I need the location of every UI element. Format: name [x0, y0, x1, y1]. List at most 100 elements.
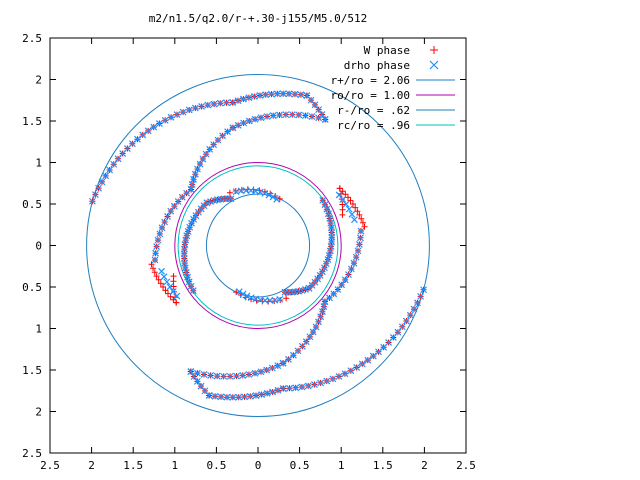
drho-phase-point	[235, 288, 243, 296]
drho-phase-point	[156, 230, 164, 238]
w-phase-point	[339, 201, 346, 208]
drho-phase-point	[286, 384, 293, 392]
drho-phase-point	[256, 92, 264, 99]
drho-phase-point	[279, 90, 287, 98]
drho-phase-point	[224, 128, 232, 136]
drho-phase-point	[183, 232, 191, 240]
drho-phase-point	[192, 212, 200, 220]
drho-phase-point	[91, 191, 99, 199]
y-tick-label: 1.5	[22, 364, 42, 377]
drho-phase-point	[273, 195, 281, 203]
drho-phase-point	[185, 106, 193, 114]
drho-phase-point	[95, 184, 102, 192]
drho-phase-point	[188, 180, 196, 188]
drho-phase-point	[398, 323, 406, 331]
circle-0	[86, 74, 430, 417]
x-tick-label: 1	[171, 459, 178, 472]
drho-phase-point	[420, 286, 427, 294]
drho-phase-point	[144, 127, 152, 135]
drho-phase-point	[295, 111, 303, 119]
drho-phase-point	[345, 205, 353, 213]
drho-phase-point	[200, 371, 208, 378]
w-phase-point	[170, 273, 177, 280]
drho-phase-point	[342, 200, 350, 208]
drho-phase-point	[187, 186, 195, 193]
drho-phase-point	[292, 384, 300, 392]
drho-phase-point	[351, 216, 358, 224]
w-phase-point	[358, 215, 365, 222]
w-phase-point	[361, 223, 368, 230]
drho-phase-point	[354, 247, 362, 255]
drho-phase-point	[110, 160, 118, 168]
drho-phase-point	[263, 389, 271, 397]
drho-phase-point	[106, 166, 114, 174]
drho-phase-point	[269, 112, 277, 120]
w-phase-point	[345, 194, 352, 201]
drho-phase-point	[211, 392, 219, 400]
drho-phase-point	[285, 90, 293, 98]
drho-phase-point	[251, 115, 259, 123]
drho-phase-point	[194, 165, 201, 173]
y-tick-label: 2	[35, 74, 42, 87]
drho-phase-point	[197, 382, 205, 390]
w-phase-point	[359, 219, 366, 226]
drho-phase-point	[216, 99, 224, 107]
drho-phase-point	[239, 290, 247, 298]
drho-phase-point	[158, 267, 165, 275]
drho-phase-point	[257, 114, 265, 122]
drho-phase-point	[229, 393, 237, 401]
drho-phase-point	[139, 131, 147, 139]
drho-phase-point	[297, 91, 305, 99]
drho-phase-point	[179, 108, 187, 116]
x-tick-label: 2.5	[40, 459, 60, 472]
w-phase-point	[356, 211, 363, 218]
drho-phase-point	[269, 388, 277, 396]
x-tick-label: 1	[338, 459, 345, 472]
drho-phase-point	[341, 276, 349, 284]
w-phase-point	[170, 283, 177, 290]
drho-phase-point	[198, 103, 206, 110]
drho-phase-point	[227, 195, 235, 203]
drho-phase-point	[321, 116, 329, 123]
chart-title: m2/n1.5/q2.0/r-+.30-j155/M5.0/512	[149, 12, 368, 25]
legend-label: drho phase	[344, 59, 410, 72]
x-tick-label: 2	[421, 459, 428, 472]
legend-label: r-/ro = .62	[337, 104, 410, 117]
drho-phase-point	[298, 383, 306, 391]
w-phase-point	[352, 204, 359, 211]
drho-phase-point	[193, 369, 201, 377]
drho-phase-point	[223, 393, 231, 401]
drho-phase-point	[325, 251, 333, 259]
drho-phase-point	[358, 360, 366, 368]
drho-phase-point	[301, 112, 309, 119]
drho-phase-point	[281, 288, 289, 296]
w-phase-point	[173, 299, 180, 306]
drho-phase-point	[375, 348, 382, 356]
drho-phase-point	[261, 189, 269, 197]
drho-phase-point	[339, 195, 347, 203]
drho-phase-point	[274, 362, 282, 370]
drho-phase-point	[335, 372, 343, 380]
drho-phase-point	[288, 111, 296, 119]
drho-phase-point	[406, 311, 414, 319]
drho-phase-point	[220, 372, 228, 380]
drho-phase-point	[161, 116, 169, 124]
w-phase-point	[150, 265, 157, 272]
w-phase-point	[354, 208, 361, 215]
drho-phase-point	[243, 292, 251, 300]
drho-phase-point	[160, 273, 168, 281]
drho-phase-point	[282, 111, 290, 119]
drho-phase-point	[276, 111, 283, 119]
w-phase-point	[339, 206, 346, 213]
drho-phase-point	[341, 370, 349, 378]
drho-phase-point	[263, 366, 271, 374]
drho-phase-point	[311, 101, 319, 109]
drho-phase-point	[317, 379, 325, 387]
drho-phase-point	[369, 352, 377, 360]
drho-phase-point	[265, 191, 273, 199]
drho-phase-point	[245, 117, 253, 125]
drho-phase-point	[315, 318, 322, 326]
w-phase-point	[148, 261, 155, 268]
